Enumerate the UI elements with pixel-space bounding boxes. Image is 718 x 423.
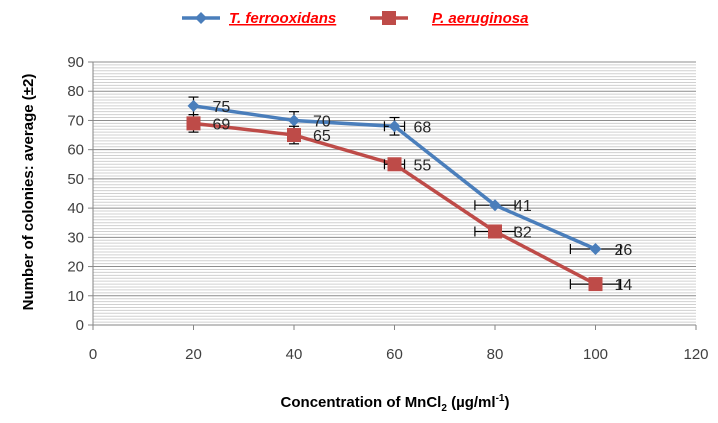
y-tick-label: 0 [76,317,84,334]
data-label: 26 [615,242,633,259]
x-tick-label: 40 [286,346,303,363]
x-axis-title-units: (µg/ml [447,394,496,411]
data-label: 68 [414,119,432,136]
y-tick-label: 50 [67,171,84,188]
data-label: 70 [313,113,331,130]
x-axis-title-close: ) [504,394,509,411]
x-tick-label: 0 [89,346,97,363]
x-axis-title-main: Concentration of MnCl [281,394,442,411]
tick-labels: 0 10 20 30 40 50 60 70 80 90 0 20 40 60 80 100 120 [67,54,708,363]
data-label: 32 [514,224,532,241]
square-marker [488,224,502,239]
y-tick-label: 90 [67,54,84,71]
x-tick-label: 60 [386,346,403,363]
x-tick-label: 20 [185,346,202,363]
y-tick-label: 40 [67,200,84,217]
square-marker [287,128,301,143]
series-2: 69 65 55 32 14 [186,113,633,294]
series-layer: 75 70 68 41 26 69 65 55 32 14 [186,96,633,294]
y-tick-label: 10 [67,288,84,305]
x-axis-title-superscript: -1 [496,393,505,404]
y-tick-label: 70 [67,112,84,129]
data-label: 69 [213,116,231,133]
diamond-marker [589,243,602,256]
diamond-marker [489,199,501,212]
y-tick-label: 20 [67,259,84,276]
square-marker [387,157,402,172]
legend-diamond-marker [195,12,207,24]
x-axis-title-subscript: 2 [441,403,447,414]
legend-item-1: T. ferrooxidans [182,10,336,27]
data-label: 41 [514,198,532,215]
y-tick-label: 80 [67,83,84,100]
diamond-marker [388,120,401,133]
legend-item-2: P. aeruginosa [370,10,528,27]
legend-label: T. ferrooxidans [229,10,336,27]
y-tick-label: 30 [67,229,84,246]
gridlines [93,61,696,323]
x-tick-label: 120 [683,346,708,363]
legend-label: P. aeruginosa [432,10,528,27]
diamond-marker [187,99,200,112]
square-marker [186,116,201,131]
x-axis-title: Concentration of MnCl2 (µg/ml-1) [281,393,510,414]
axes [88,61,697,330]
legend-square-marker [382,11,396,25]
legend: T. ferrooxidans P. aeruginosa [182,10,528,27]
diamond-marker [288,114,300,127]
square-marker [588,277,603,292]
series-line [193,121,597,286]
data-label: 65 [313,128,331,145]
x-tick-label: 80 [487,346,504,363]
data-label: 75 [213,99,231,116]
data-label: 55 [414,157,432,174]
data-label: 14 [615,277,633,294]
x-tick-label: 100 [583,346,608,363]
y-axis-title: Number of colonies: average (±2) [20,74,37,311]
y-tick-label: 60 [67,142,84,159]
